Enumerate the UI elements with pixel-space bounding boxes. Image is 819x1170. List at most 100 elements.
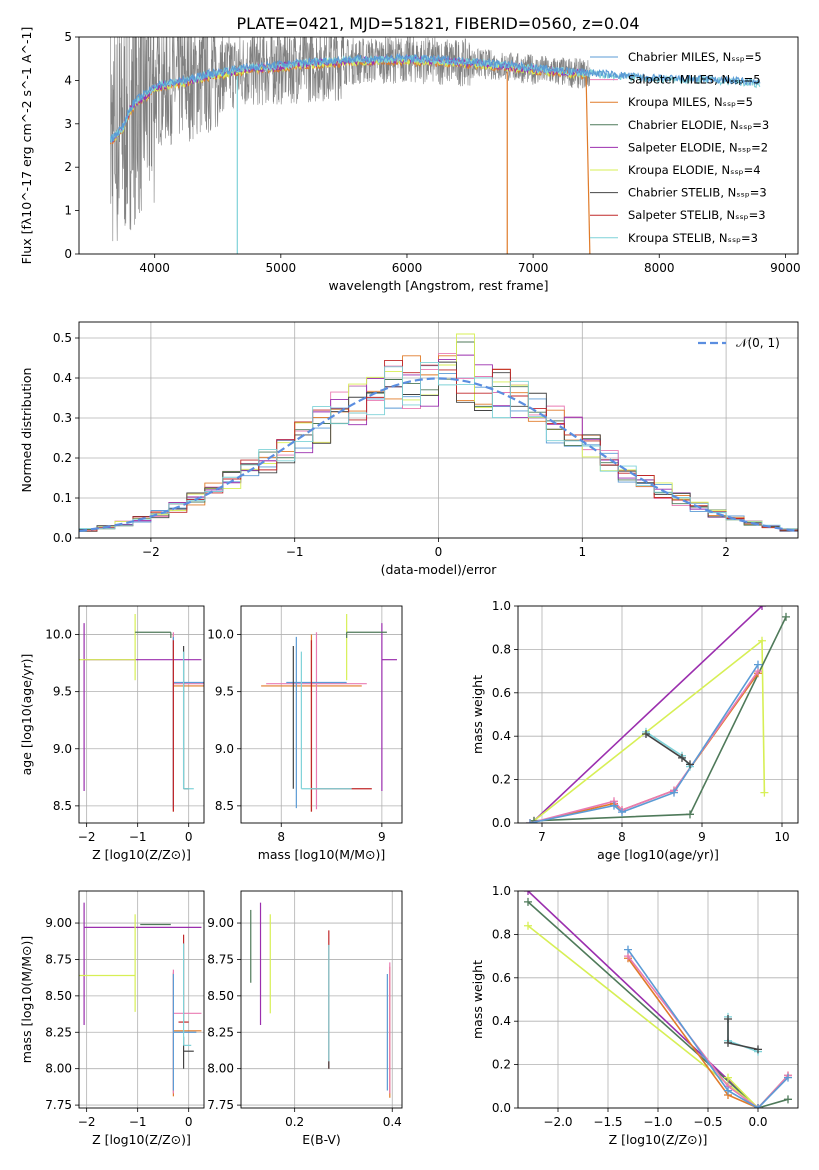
y-tick-label: 0.3 [53,411,72,425]
y-tick-label: 0.4 [492,729,511,743]
x-tick-label: −1.5 [593,1115,622,1129]
x-tick-label: 0.4 [383,1115,402,1129]
y-tick-label: 0.6 [492,686,511,700]
series-marker [724,1038,732,1047]
series-line [527,901,789,1108]
legend-label: Chabrier STELIB, Nₛₛₚ=3 [628,186,767,200]
residuals-panel: −2 −1 0 1 2 0.0 0.1 0.2 0.3 0.4 0.5 (data-model)/er… [19,321,799,577]
x-tick-label: −1 [286,545,304,559]
x-tick-label: 9 [698,830,706,844]
series-marker [670,788,678,797]
age-vs-Z-plot-area [79,613,204,812]
y-tick-label: 0.8 [492,642,511,656]
axes-frame [78,36,799,255]
x-tick-label: 0 [435,545,443,559]
x-tick-label: 8000 [644,261,675,275]
series-line [627,949,789,1108]
y-tick-label: 9.5 [215,685,234,699]
series-marker [526,819,534,823]
weight-vs-Z-plot-area [524,891,792,1108]
x-axis-label: wavelength [Angstrom, rest frame] [328,278,548,293]
x-tick-label: 7 [538,830,546,844]
y-tick-label: 8.00 [207,1062,234,1076]
legend-label: Salpeter MILES, Nₛₛₚ=5 [628,73,761,87]
residuals-plot-area [79,333,798,533]
series-marker [724,1015,732,1024]
y-tick-label: 8.5 [53,799,72,813]
y-tick-label: 0.5 [53,331,72,345]
y-tick-label: 4 [64,73,72,87]
x-tick-label: −2 [142,545,160,559]
y-tick-label: 8.25 [45,1025,72,1039]
legend-label: Kroupa MILES, Nₛₛₚ=5 [628,95,753,109]
y-tick-label: 10.0 [207,628,234,642]
legend-label: Salpeter ELODIE, Nₛₛₚ=2 [628,140,768,154]
axes-frame [78,890,205,1109]
x-tick-label: −2.0 [543,1115,572,1129]
x-axis-label: (data-model)/error [381,562,498,577]
axes-frame [78,321,799,539]
x-tick-label: 0 [185,1115,193,1129]
x-tick-label: −2 [78,830,96,844]
series-marker [686,760,694,769]
x-tick-label: 6000 [392,261,423,275]
mass-vs-Z-panel: −2 −1 0 7.75 8.00 8.25 8.50 8.75 9.00 Z [log10(Z/… [19,890,205,1147]
series-line [533,606,763,822]
series-marker [524,897,532,906]
y-tick-label: 0.0 [492,816,511,830]
y-axis-label: mass weight [470,960,485,1039]
weight-vs-age-plot-area [526,606,790,823]
age-vs-mass-panel: 8 9 8.5 9.0 9.5 10.0 mass [log10(M/M⊙)] [207,605,403,862]
x-tick-label: 9000 [770,261,801,275]
y-tick-label: 0.0 [53,531,72,545]
y-tick-label: 8.25 [207,1025,234,1039]
y-tick-label: 7.75 [207,1098,234,1112]
x-tick-label: 7000 [518,261,549,275]
axes-frame [517,605,799,824]
x-tick-label: 5000 [266,261,297,275]
y-tick-label: 0.2 [53,451,72,465]
y-tick-label: 9.0 [53,742,72,756]
age-vs-mass-plot-area [261,613,397,812]
y-tick-label: 0.6 [492,971,511,985]
age-vs-Z-panel: −2 −1 0 8.5 9.0 9.5 10.0 Z [log10(Z/Z⊙)] age [lo… [19,605,205,862]
y-tick-label: 1.0 [492,884,511,898]
y-tick-label: 0.2 [492,1058,511,1072]
x-tick-label: 1 [578,545,586,559]
y-axis-label: Flux [fλ10^-17 erg cm^-2 s^-1 A^-1] [19,27,34,265]
y-tick-label: 8.75 [45,952,72,966]
series-marker [524,921,532,930]
y-tick-label: 9.0 [215,742,234,756]
y-tick-label: 0 [64,247,72,261]
figure-title: PLATE=0421, MJD=51821, FIBERID=0560, z=0… [236,14,639,33]
y-tick-label: 0.4 [492,1014,511,1028]
model-spectrum-chabrier-miles [109,52,761,143]
series-marker [754,1045,762,1054]
series-marker [782,612,790,621]
x-tick-label: −1 [129,1115,147,1129]
axes-frame [517,890,799,1109]
y-tick-label: 9.00 [207,916,234,930]
series-marker [678,753,686,762]
x-axis-label: E(B-V) [302,1132,341,1147]
x-tick-label: 0 [185,830,193,844]
y-tick-label: 10.0 [45,628,72,642]
y-axis-label: mass [log10(M/M⊙)] [19,936,34,1064]
series-marker [754,660,762,669]
x-tick-label: 10 [774,830,789,844]
x-axis-label: mass [log10(M/M⊙)] [258,847,386,862]
y-tick-label: 3 [64,117,72,131]
y-tick-label: 0.8 [492,927,511,941]
legend-label: Chabrier ELODIE, Nₛₛₚ=3 [628,118,769,132]
weight-vs-Z-panel: −2.0 −1.5 −1.0 −0.5 0.0 0.0 0.2 0.4 0.6 0.8 1.0 Z [… [470,884,799,1147]
x-tick-label: −2 [78,1115,96,1129]
x-tick-label: −1.0 [643,1115,672,1129]
y-tick-label: 8.75 [207,952,234,966]
x-tick-label: 8 [277,830,285,844]
series-marker [724,1073,732,1082]
series-line [527,891,759,1108]
axes-frame [240,890,403,1109]
x-tick-label: 4000 [139,261,170,275]
x-axis-label: Z [log10(Z/Z⊙)] [609,1132,708,1147]
